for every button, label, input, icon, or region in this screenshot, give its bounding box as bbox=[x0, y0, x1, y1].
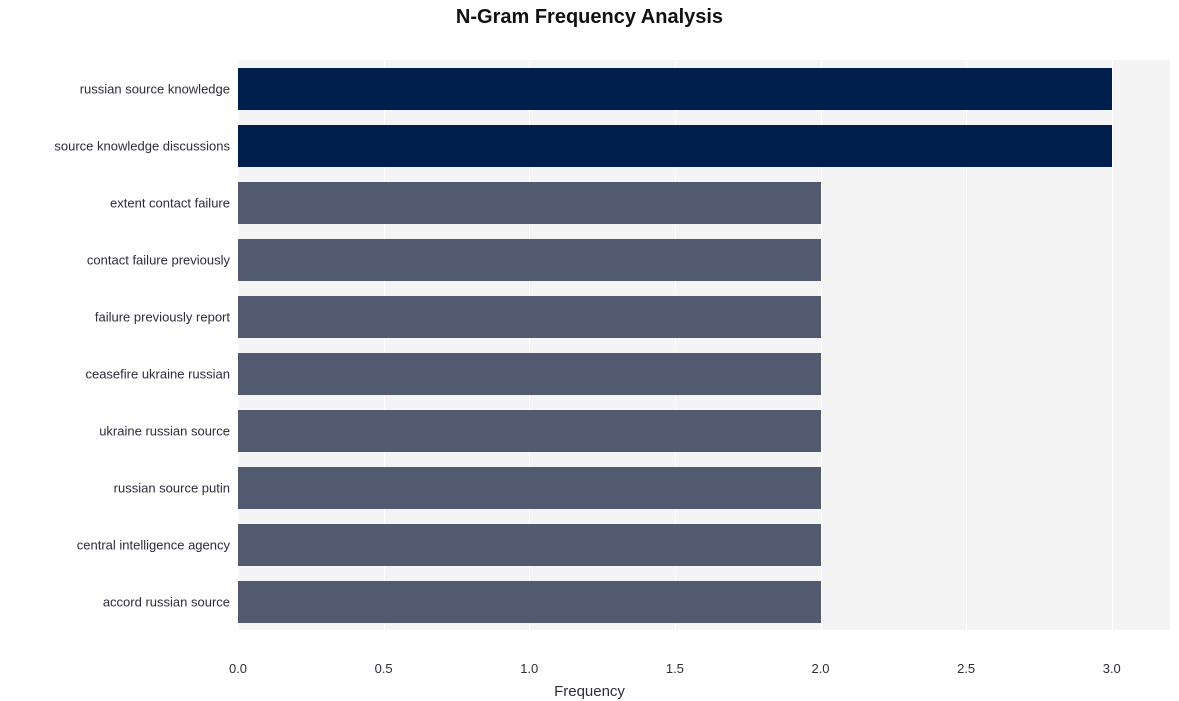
bar bbox=[238, 581, 821, 623]
y-tick-label: russian source knowledge bbox=[80, 81, 238, 96]
bar bbox=[238, 125, 1112, 167]
bar bbox=[238, 524, 821, 566]
x-tick-label: 0.5 bbox=[375, 653, 393, 676]
y-tick-label: ceasefire ukraine russian bbox=[85, 366, 238, 381]
bar bbox=[238, 467, 821, 509]
y-tick-label: failure previously report bbox=[95, 309, 238, 324]
bar bbox=[238, 68, 1112, 110]
y-tick-label: contact failure previously bbox=[87, 252, 238, 267]
x-tick-label: 2.0 bbox=[811, 653, 829, 676]
x-tick-label: 1.5 bbox=[666, 653, 684, 676]
y-tick-label: source knowledge discussions bbox=[54, 138, 238, 153]
x-tick-label: 3.0 bbox=[1103, 653, 1121, 676]
grid-line bbox=[1112, 36, 1113, 653]
x-tick-label: 0.0 bbox=[229, 653, 247, 676]
y-tick-label: central intelligence agency bbox=[77, 537, 238, 552]
y-tick-label: extent contact failure bbox=[110, 195, 238, 210]
plot-area: russian source knowledgesource knowledge… bbox=[238, 36, 1170, 653]
bar bbox=[238, 296, 821, 338]
bar bbox=[238, 182, 821, 224]
bar bbox=[238, 353, 821, 395]
x-tick-label: 2.5 bbox=[957, 653, 975, 676]
bar bbox=[238, 239, 821, 281]
ngram-frequency-chart: N-Gram Frequency Analysis russian source… bbox=[0, 0, 1179, 701]
y-tick-label: accord russian source bbox=[103, 594, 238, 609]
y-tick-label: russian source putin bbox=[114, 480, 238, 495]
x-tick-label: 1.0 bbox=[520, 653, 538, 676]
y-tick-label: ukraine russian source bbox=[99, 423, 238, 438]
bar bbox=[238, 410, 821, 452]
x-axis-title: Frequency bbox=[0, 683, 1179, 700]
chart-title: N-Gram Frequency Analysis bbox=[0, 6, 1179, 29]
